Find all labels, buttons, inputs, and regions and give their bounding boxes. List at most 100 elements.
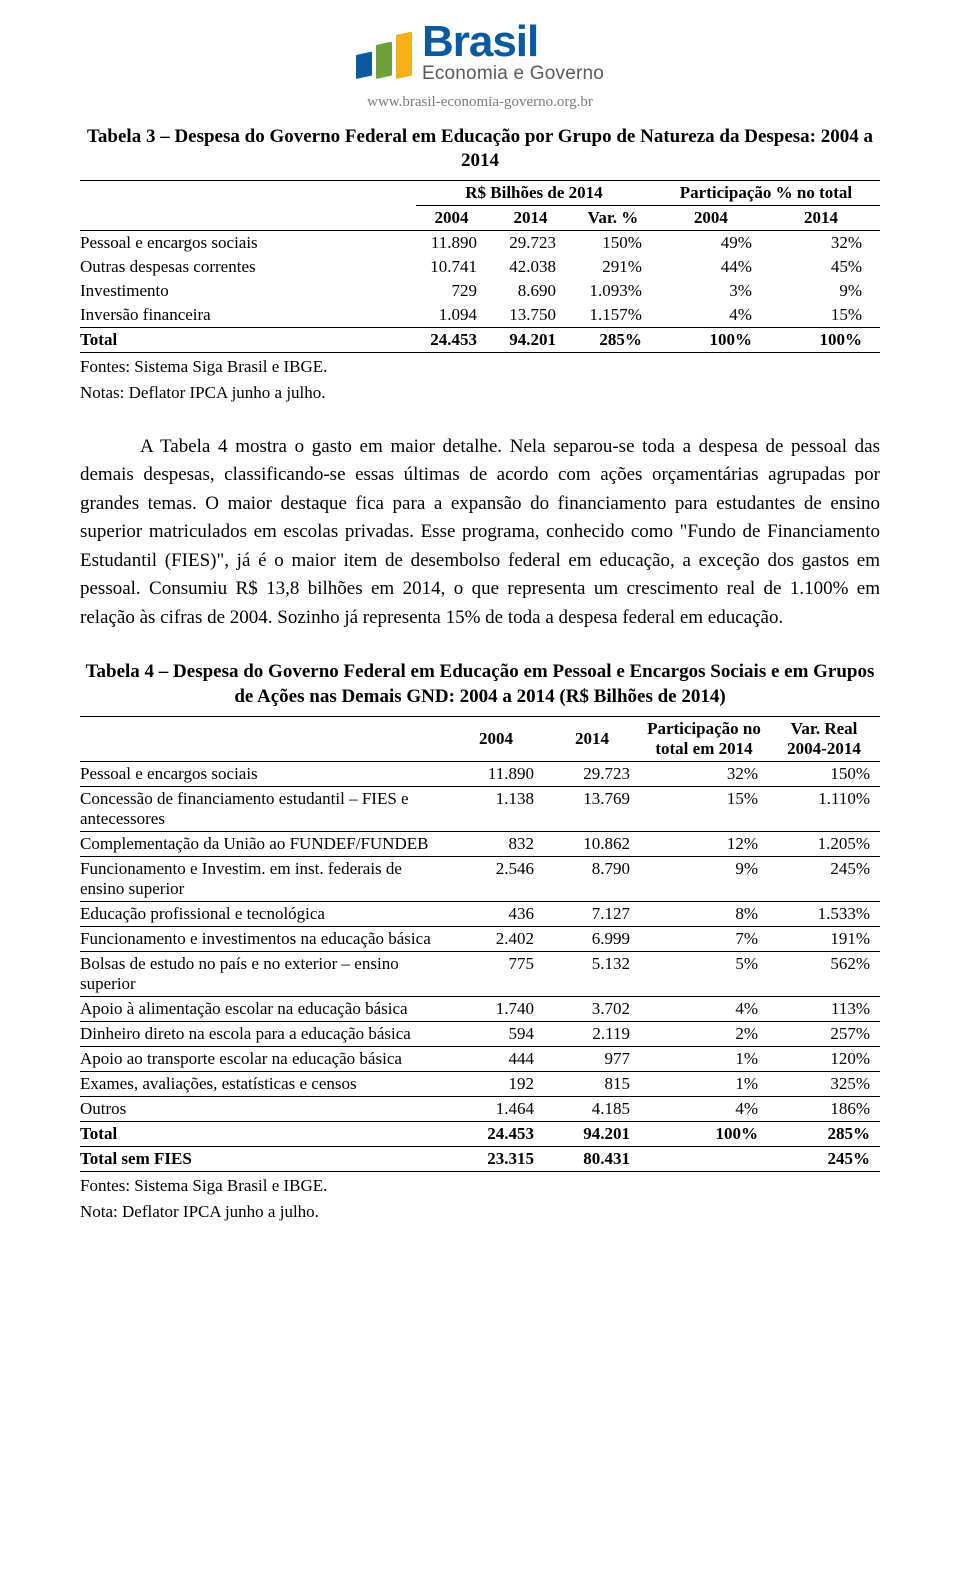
- cell: 562%: [768, 951, 880, 996]
- cell: 245%: [768, 856, 880, 901]
- row-label: Funcionamento e Investim. em inst. feder…: [80, 856, 448, 901]
- cell: [640, 1146, 768, 1171]
- row-label: Concessão de financiamento estudantil – …: [80, 786, 448, 831]
- cell: 977: [544, 1046, 640, 1071]
- row-label: Outros: [80, 1096, 448, 1121]
- table4-col-2014: 2014: [544, 716, 640, 761]
- logo-title: Brasil: [422, 20, 604, 64]
- table-row-total: Total24.45394.201100%285%: [80, 1121, 880, 1146]
- table3-fontes: Fontes: Sistema Siga Brasil e IBGE.: [80, 356, 880, 379]
- row-label: Bolsas de estudo no país e no exterior –…: [80, 951, 448, 996]
- cell: 32%: [770, 230, 880, 255]
- cell: 245%: [768, 1146, 880, 1171]
- table-row-total-sem-fies: Total sem FIES23.31580.431 245%: [80, 1146, 880, 1171]
- cell: 1.464: [448, 1096, 544, 1121]
- table4-notas: Nota: Deflator IPCA junho a julho.: [80, 1201, 880, 1224]
- table3-head-group2: Participação % no total: [660, 180, 880, 205]
- row-label: Total: [80, 1121, 448, 1146]
- cell: 44%: [660, 255, 770, 279]
- cell: 257%: [768, 1021, 880, 1046]
- cell: 2.546: [448, 856, 544, 901]
- table-row: Exames, avaliações, estatísticas e censo…: [80, 1071, 880, 1096]
- cell: 1%: [640, 1046, 768, 1071]
- table4-col-var: Var. Real 2004-2014: [768, 716, 880, 761]
- cell: 325%: [768, 1071, 880, 1096]
- table-row: Outras despesas correntes10.74142.038291…: [80, 255, 880, 279]
- cell: 100%: [660, 327, 770, 352]
- table4-col-part: Participação no total em 2014: [640, 716, 768, 761]
- cell: 3.702: [544, 996, 640, 1021]
- cell: 444: [448, 1046, 544, 1071]
- table-row: Apoio ao transporte escolar na educação …: [80, 1046, 880, 1071]
- row-label: Educação profissional e tecnológica: [80, 901, 448, 926]
- table3-col-var: Var. %: [574, 205, 660, 230]
- cell: 24.453: [448, 1121, 544, 1146]
- body-paragraph-block: A Tabela 4 mostra o gasto em maior detal…: [80, 433, 880, 633]
- cell: 1.093%: [574, 279, 660, 303]
- cell: 3%: [660, 279, 770, 303]
- cell: 285%: [574, 327, 660, 352]
- cell: 94.201: [544, 1121, 640, 1146]
- cell: 4%: [640, 996, 768, 1021]
- table4: 2004 2014 Participação no total em 2014 …: [80, 716, 880, 1172]
- cell: 10.862: [544, 831, 640, 856]
- logo-subtitle: Economia e Governo: [422, 64, 604, 83]
- table-row: Funcionamento e investimentos na educaçã…: [80, 926, 880, 951]
- cell: 291%: [574, 255, 660, 279]
- cell: 24.453: [416, 327, 495, 352]
- table4-col-2004: 2004: [448, 716, 544, 761]
- cell: 32%: [640, 761, 768, 786]
- table-row: Pessoal e encargos sociais11.89029.72332…: [80, 761, 880, 786]
- table-row-total: Total24.45394.201285%100%100%: [80, 327, 880, 352]
- cell: 150%: [768, 761, 880, 786]
- table-row: Pessoal e encargos sociais11.89029.72315…: [80, 230, 880, 255]
- cell: 49%: [660, 230, 770, 255]
- cell: 1.138: [448, 786, 544, 831]
- cell: 12%: [640, 831, 768, 856]
- table-row: Bolsas de estudo no país e no exterior –…: [80, 951, 880, 996]
- cell: 191%: [768, 926, 880, 951]
- table-row: Complementação da União ao FUNDEF/FUNDEB…: [80, 831, 880, 856]
- cell: 8%: [640, 901, 768, 926]
- cell: 7.127: [544, 901, 640, 926]
- cell: 100%: [770, 327, 880, 352]
- cell: 4.185: [544, 1096, 640, 1121]
- cell: 23.315: [448, 1146, 544, 1171]
- row-label: Inversão financeira: [80, 303, 416, 328]
- row-label: Outras despesas correntes: [80, 255, 416, 279]
- cell: 42.038: [495, 255, 574, 279]
- table-row: Apoio à alimentação escolar na educação …: [80, 996, 880, 1021]
- table3: R$ Bilhões de 2014 Participação % no tot…: [80, 180, 880, 353]
- cell: 6.999: [544, 926, 640, 951]
- table-row: Investimento7298.6901.093%3%9%: [80, 279, 880, 303]
- body-paragraph: A Tabela 4 mostra o gasto em maior detal…: [80, 433, 880, 633]
- cell: 80.431: [544, 1146, 640, 1171]
- cell: 832: [448, 831, 544, 856]
- table-row: Dinheiro direto na escola para a educaçã…: [80, 1021, 880, 1046]
- cell: 11.890: [416, 230, 495, 255]
- cell: 8.790: [544, 856, 640, 901]
- cell: 192: [448, 1071, 544, 1096]
- cell: 1.094: [416, 303, 495, 328]
- row-label: Total sem FIES: [80, 1146, 448, 1171]
- cell: 29.723: [544, 761, 640, 786]
- cell: 1.533%: [768, 901, 880, 926]
- row-label: Total: [80, 327, 416, 352]
- cell: 1%: [640, 1071, 768, 1096]
- cell: 5.132: [544, 951, 640, 996]
- cell: 8.690: [495, 279, 574, 303]
- row-label: Complementação da União ao FUNDEF/FUNDEB: [80, 831, 448, 856]
- cell: 2.402: [448, 926, 544, 951]
- row-label: Pessoal e encargos sociais: [80, 761, 448, 786]
- row-label: Apoio ao transporte escolar na educação …: [80, 1046, 448, 1071]
- table3-col-2004: 2004: [416, 205, 495, 230]
- table-row: Inversão financeira1.09413.7501.157%4%15…: [80, 303, 880, 328]
- row-label: Apoio à alimentação escolar na educação …: [80, 996, 448, 1021]
- cell: 1.205%: [768, 831, 880, 856]
- site-url: www.brasil-economia-governo.org.br: [80, 94, 880, 111]
- cell: 13.769: [544, 786, 640, 831]
- table3-notas: Notas: Deflator IPCA junho a julho.: [80, 382, 880, 405]
- cell: 15%: [770, 303, 880, 328]
- cell: 10.741: [416, 255, 495, 279]
- logo-bars-icon: [356, 25, 412, 79]
